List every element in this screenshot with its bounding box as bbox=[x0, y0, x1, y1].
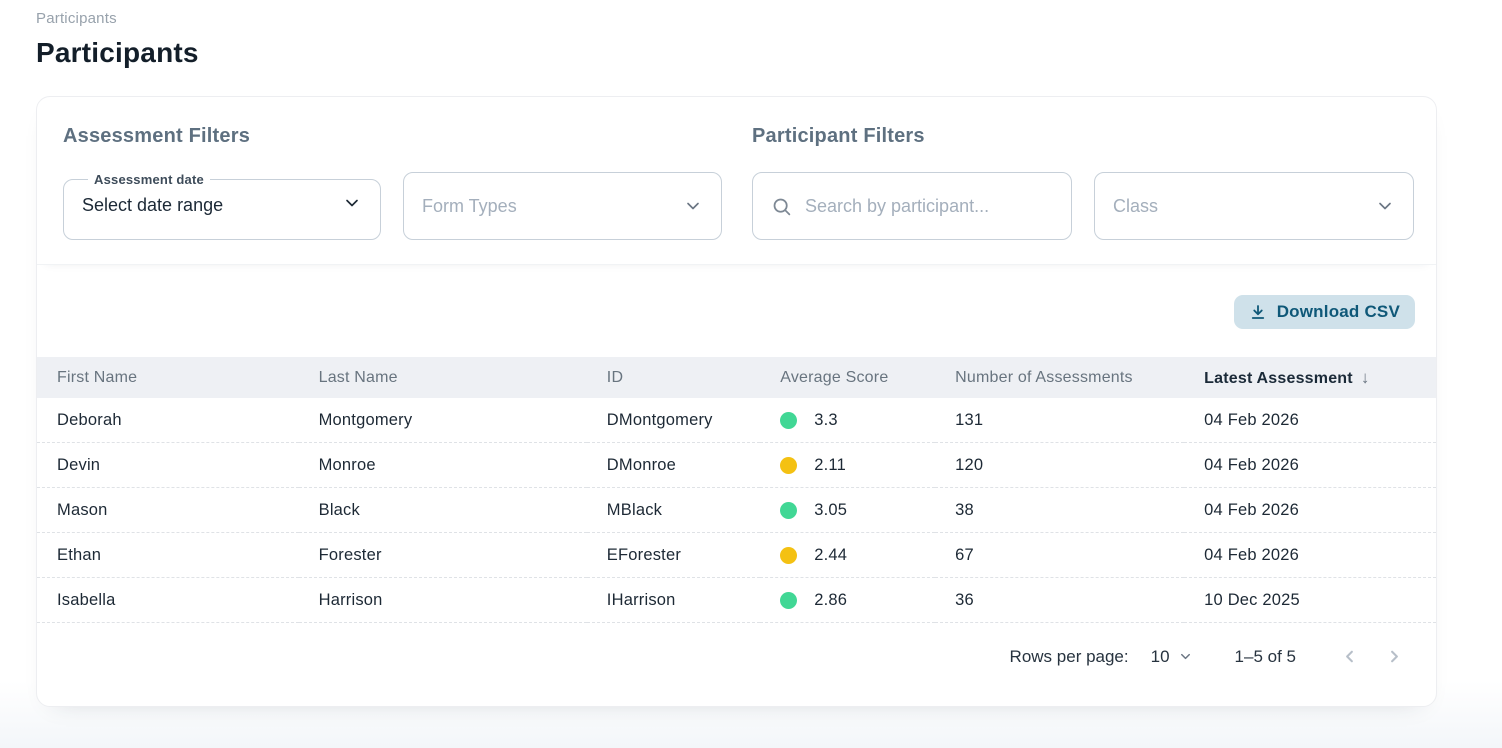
column-header-first-name[interactable]: First Name bbox=[37, 357, 299, 398]
table-row[interactable]: Ethan Forester EForester 2.44 67 04 Feb … bbox=[37, 532, 1436, 578]
cell-id: IHarrison bbox=[586, 577, 761, 623]
sort-desc-icon: ↓ bbox=[1360, 367, 1370, 387]
pagination-range: 1–5 of 5 bbox=[1234, 646, 1296, 666]
score-dot bbox=[780, 501, 798, 519]
download-csv-label: Download CSV bbox=[1276, 302, 1400, 321]
chevron-down-icon bbox=[342, 193, 362, 218]
cell-latest-assessment: 04 Feb 2026 bbox=[1184, 398, 1436, 443]
score-value: 3.3 bbox=[814, 410, 838, 429]
cell-last-name: Harrison bbox=[298, 577, 587, 623]
cell-latest-assessment: 04 Feb 2026 bbox=[1184, 532, 1436, 578]
previous-page-button[interactable] bbox=[1338, 645, 1361, 668]
column-header-id[interactable]: ID bbox=[586, 357, 761, 398]
participants-table: First Name Last Name ID Average Score Nu… bbox=[37, 357, 1436, 623]
cell-id: EForester bbox=[586, 532, 761, 578]
table-row[interactable]: Devin Monroe DMonroe 2.11 120 04 Feb 202… bbox=[37, 442, 1436, 488]
cell-num-assessments: 38 bbox=[935, 487, 1185, 533]
pagination: Rows per page: 10 1–5 of 5 bbox=[37, 623, 1436, 706]
column-header-last-name[interactable]: Last Name bbox=[298, 357, 587, 398]
score-value: 2.86 bbox=[814, 590, 848, 609]
cell-num-assessments: 120 bbox=[935, 442, 1185, 488]
score-dot bbox=[780, 456, 798, 474]
cell-num-assessments: 36 bbox=[935, 577, 1185, 623]
participants-card: Assessment Filters Assessment date Selec… bbox=[36, 96, 1437, 707]
filters-section: Assessment Filters Assessment date Selec… bbox=[37, 97, 1436, 265]
cell-average-score: 2.44 bbox=[760, 532, 936, 578]
table-row[interactable]: Deborah Montgomery DMontgomery 3.3 131 0… bbox=[37, 398, 1436, 443]
column-header-label: Latest Assessment bbox=[1204, 369, 1353, 387]
score-value: 2.44 bbox=[814, 545, 848, 564]
cell-average-score: 3.3 bbox=[760, 398, 936, 443]
page-header: Participants Participants bbox=[0, 0, 1502, 69]
class-placeholder: Class bbox=[1113, 195, 1159, 216]
cell-average-score: 2.86 bbox=[760, 577, 936, 623]
chevron-down-icon bbox=[1375, 196, 1395, 216]
participant-search-field[interactable] bbox=[752, 172, 1072, 240]
class-select[interactable]: Class bbox=[1094, 172, 1414, 240]
assessment-filters-group: Assessment Filters Assessment date Selec… bbox=[63, 125, 722, 240]
participant-filters-group: Participant Filters Class bbox=[752, 125, 1414, 240]
next-page-button[interactable] bbox=[1383, 645, 1406, 668]
cell-first-name: Deborah bbox=[37, 398, 299, 443]
cell-last-name: Forester bbox=[298, 532, 587, 578]
assessment-filters-heading: Assessment Filters bbox=[63, 125, 251, 147]
score-value: 3.05 bbox=[814, 500, 848, 519]
column-header-latest-assessment[interactable]: Latest Assessment ↓ bbox=[1184, 357, 1436, 398]
score-dot bbox=[780, 411, 798, 429]
download-icon bbox=[1249, 303, 1267, 321]
cell-average-score: 2.11 bbox=[760, 442, 936, 488]
cell-num-assessments: 67 bbox=[935, 532, 1185, 578]
breadcrumb[interactable]: Participants bbox=[36, 10, 117, 27]
cell-num-assessments: 131 bbox=[935, 398, 1185, 443]
score-dot bbox=[780, 591, 798, 609]
form-types-select[interactable]: Form Types bbox=[403, 172, 722, 240]
cell-first-name: Devin bbox=[37, 442, 299, 488]
chevron-down-icon bbox=[683, 196, 703, 216]
page-title: Participants bbox=[36, 37, 199, 68]
score-dot bbox=[780, 546, 798, 564]
assessment-date-value: Select date range bbox=[82, 195, 224, 215]
cell-id: DMontgomery bbox=[586, 398, 761, 443]
search-icon bbox=[771, 196, 792, 217]
table-row[interactable]: Isabella Harrison IHarrison 2.86 36 10 D… bbox=[37, 577, 1436, 623]
cell-latest-assessment: 04 Feb 2026 bbox=[1184, 487, 1436, 533]
chevron-down-icon bbox=[1178, 649, 1193, 664]
cell-first-name: Ethan bbox=[37, 532, 299, 578]
cell-id: MBlack bbox=[586, 487, 761, 533]
cell-last-name: Montgomery bbox=[298, 398, 587, 443]
column-header-num-assessments[interactable]: Number of Assessments bbox=[935, 357, 1185, 398]
cell-last-name: Monroe bbox=[298, 442, 587, 488]
assessment-date-select[interactable]: Assessment date Select date range bbox=[63, 172, 381, 240]
cell-first-name: Isabella bbox=[37, 577, 299, 623]
participant-filters-heading: Participant Filters bbox=[752, 125, 925, 147]
cell-latest-assessment: 04 Feb 2026 bbox=[1184, 442, 1436, 488]
assessment-date-label: Assessment date bbox=[94, 172, 204, 187]
form-types-placeholder: Form Types bbox=[422, 195, 517, 216]
cell-first-name: Mason bbox=[37, 487, 299, 533]
table-header-row: First Name Last Name ID Average Score Nu… bbox=[37, 357, 1436, 398]
rows-per-page-value: 10 bbox=[1150, 646, 1170, 666]
rows-per-page-select[interactable]: 10 bbox=[1151, 647, 1193, 667]
cell-average-score: 3.05 bbox=[760, 487, 936, 533]
cell-id: DMonroe bbox=[586, 442, 761, 488]
rows-per-page-label: Rows per page: bbox=[1009, 646, 1129, 666]
download-csv-button[interactable]: Download CSV bbox=[1233, 295, 1415, 329]
participant-search-input[interactable] bbox=[805, 195, 1053, 217]
column-header-average-score[interactable]: Average Score bbox=[760, 357, 936, 398]
table-row[interactable]: Mason Black MBlack 3.05 38 04 Feb 2026 bbox=[37, 487, 1436, 533]
score-value: 2.11 bbox=[814, 455, 846, 474]
cell-last-name: Black bbox=[298, 487, 587, 533]
table-toolbar: Download CSV bbox=[37, 265, 1436, 357]
cell-latest-assessment: 10 Dec 2025 bbox=[1184, 577, 1436, 623]
